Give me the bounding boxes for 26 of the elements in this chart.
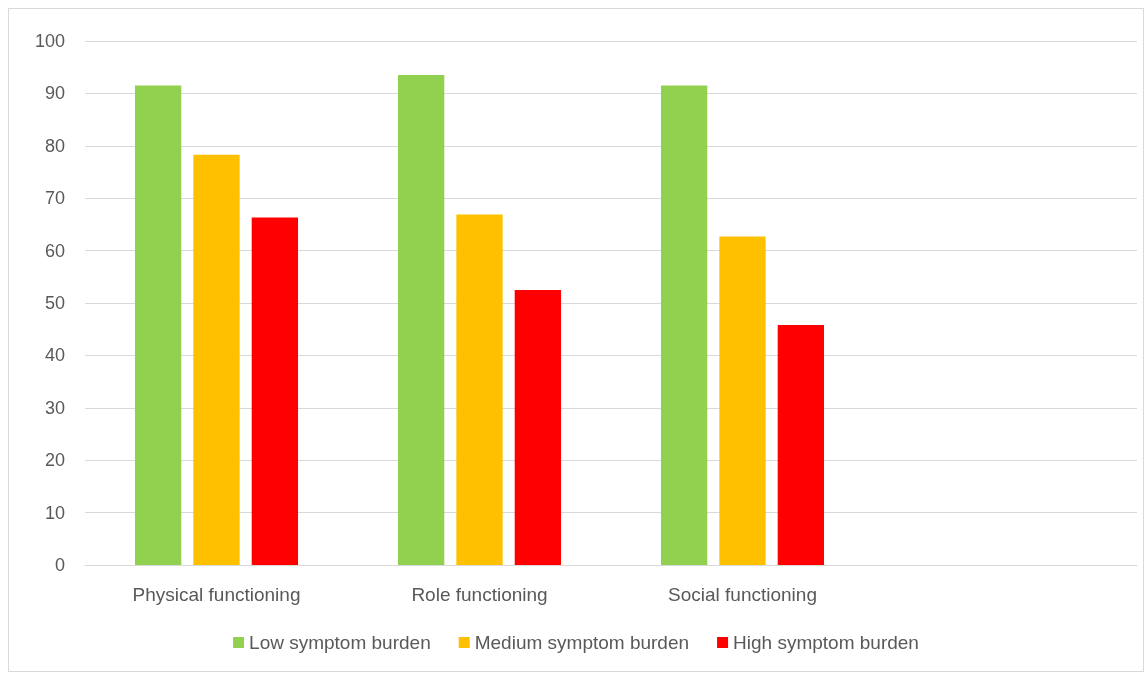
bar [134,85,182,565]
bar [777,325,825,565]
x-tick-label: Physical functioning [132,584,301,605]
bar [660,85,708,565]
y-tick-label: 10 [44,502,65,523]
bar [456,214,503,565]
bar [514,289,562,565]
bar [397,75,445,565]
y-tick-label: 60 [44,240,65,261]
y-tick-label: 20 [44,450,65,471]
y-tick-label: 50 [44,293,65,313]
bar [251,217,299,565]
bar [719,236,766,565]
x-tick-label: Social functioning [668,584,817,605]
bar [193,154,240,565]
y-tick-label: 90 [44,83,65,104]
x-tick-label: Role functioning [411,584,548,605]
y-tick-label: 100 [34,31,65,51]
legend-label: Medium symptom burden [474,632,690,653]
y-tick-label: 70 [44,188,65,209]
y-tick-label: 40 [44,345,65,366]
legend-label: Low symptom burden [249,632,431,653]
y-tick-label: 30 [44,397,65,418]
y-tick-label: 0 [54,555,65,575]
legend-label: High symptom burden [733,632,919,653]
y-tick-label: 80 [44,135,65,156]
